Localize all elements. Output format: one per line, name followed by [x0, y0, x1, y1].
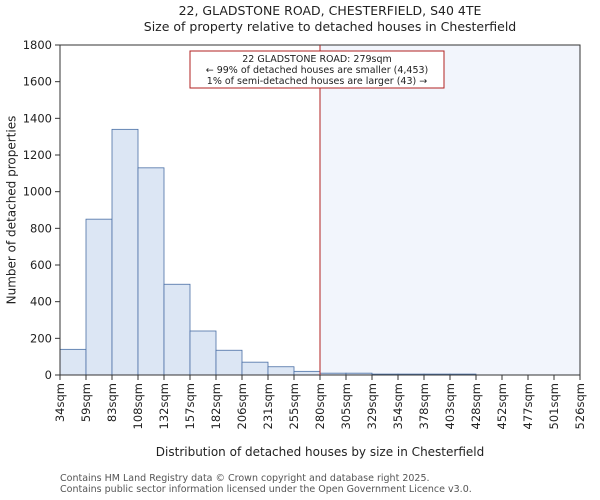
- footer-line-1: Contains HM Land Registry data © Crown c…: [60, 473, 430, 484]
- x-tick-label: 280sqm: [313, 383, 327, 429]
- y-tick-label: 600: [30, 258, 52, 272]
- y-tick-label: 200: [30, 331, 52, 345]
- annotation-box: [189, 50, 445, 89]
- x-tick-label: 83sqm: [105, 383, 119, 422]
- bars: [59, 128, 477, 376]
- x-tick-label: 206sqm: [235, 383, 249, 429]
- x-tick-label: 59sqm: [79, 383, 93, 422]
- y-tick-label: 400: [30, 295, 52, 309]
- y-tick-label: 800: [30, 221, 52, 235]
- x-tick-label: 157sqm: [183, 383, 197, 429]
- x-tick-label: 403sqm: [443, 383, 457, 429]
- y-tick-label: 1200: [23, 148, 52, 162]
- annotation-line-1: 22 GLADSTONE ROAD: 279sqm: [242, 54, 392, 65]
- x-tick-label: 526sqm: [573, 383, 587, 429]
- highlight-region: [320, 45, 580, 375]
- bar-182sqm: [215, 349, 243, 376]
- x-tick-label: 329sqm: [365, 383, 379, 429]
- y-tick-label: 1400: [23, 111, 52, 125]
- x-tick-label: 477sqm: [521, 383, 535, 429]
- annotation-line-3: 1% of semi-detached houses are larger (4…: [207, 76, 427, 87]
- bar-132sqm: [163, 283, 191, 376]
- bar-157sqm: [189, 330, 217, 376]
- bar-255sqm: [293, 370, 321, 376]
- x-tick-label: 182sqm: [209, 383, 223, 429]
- x-tick-label: 354sqm: [391, 383, 405, 429]
- bar-108sqm: [137, 167, 165, 376]
- y-tick-label: 0: [45, 368, 52, 382]
- x-tick-label: 132sqm: [157, 383, 171, 429]
- x-tick-label: 452sqm: [495, 383, 509, 429]
- chart-subtitle: Size of property relative to detached ho…: [144, 19, 516, 34]
- y-axis-label: Number of detached properties: [5, 116, 19, 305]
- y-axis-ticks: 0 200 400 600 800 1000 1200 1400 1600 1800: [23, 38, 60, 382]
- bar-59sqm: [85, 218, 113, 376]
- bar-231sqm: [267, 366, 295, 376]
- y-tick-label: 1600: [23, 75, 52, 89]
- y-tick-label: 1000: [23, 185, 52, 199]
- chart-title: 22, GLADSTONE ROAD, CHESTERFIELD, S40 4T…: [179, 3, 482, 18]
- x-tick-label: 34sqm: [53, 383, 67, 422]
- annotation-line-2: ← 99% of detached houses are smaller (4,…: [206, 65, 429, 76]
- x-axis-label: Distribution of detached houses by size …: [156, 445, 484, 459]
- x-tick-label: 255sqm: [287, 383, 301, 429]
- y-tick-label: 1800: [23, 38, 52, 52]
- bar-34sqm: [59, 348, 87, 376]
- bar-206sqm: [241, 361, 269, 376]
- x-tick-label: 108sqm: [131, 383, 145, 429]
- x-tick-label: 305sqm: [339, 383, 353, 429]
- x-tick-label: 501sqm: [547, 383, 561, 429]
- x-tick-label: 428sqm: [469, 383, 483, 429]
- bar-83sqm: [111, 128, 139, 376]
- footer-line-2: Contains public sector information licen…: [60, 484, 472, 495]
- x-axis-ticks: 34sqm 59sqm 83sqm 108sqm 132sqm 157sqm 182sqm 2…: [53, 375, 587, 429]
- x-tick-label: 378sqm: [417, 383, 431, 429]
- x-tick-label: 231sqm: [261, 383, 275, 429]
